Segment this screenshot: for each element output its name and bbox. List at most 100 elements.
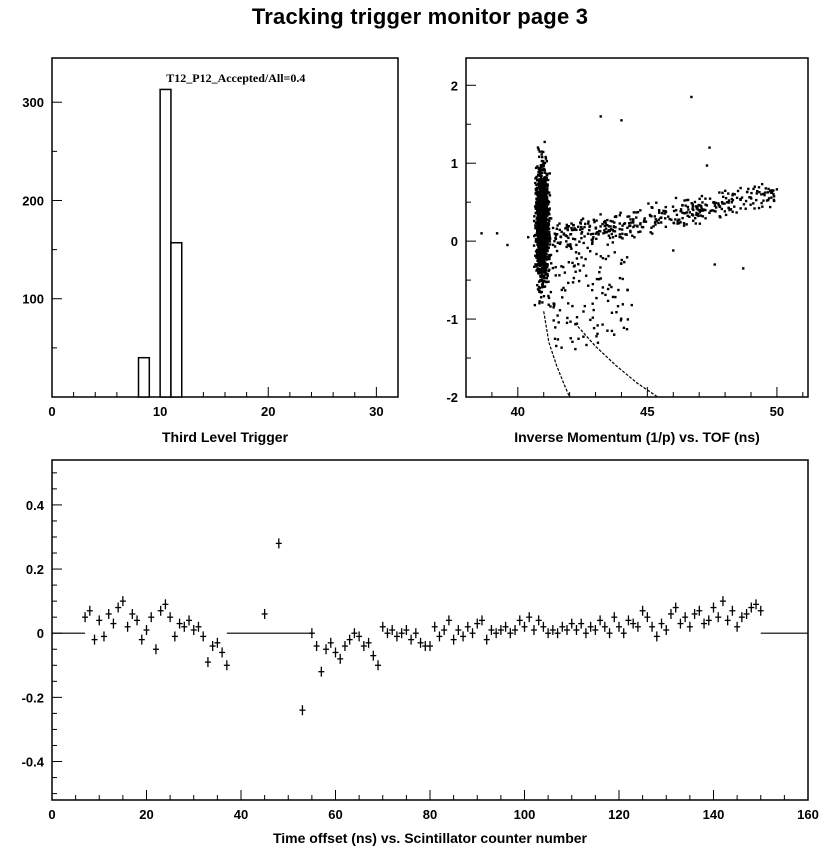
- scatter-point: [650, 206, 653, 209]
- scatter-point: [595, 335, 598, 338]
- scatter-point: [539, 296, 543, 299]
- scatter-point: [538, 150, 541, 153]
- scatter-point: [562, 286, 565, 290]
- x-tick-label: 120: [608, 807, 630, 822]
- scatter-point: [589, 250, 592, 253]
- scatter-point: [578, 240, 581, 243]
- scatter-point: [625, 256, 629, 259]
- scatter-point: [572, 265, 576, 268]
- scatter-point: [573, 238, 577, 241]
- scatter-point: [538, 302, 541, 305]
- scatter-point: [599, 255, 602, 258]
- page-title: Tracking trigger monitor page 3: [251, 4, 589, 29]
- scatter-point: [548, 253, 551, 257]
- scatter-point: [542, 285, 546, 289]
- scatter-point: [571, 281, 575, 284]
- scatter-point: [688, 211, 691, 214]
- scatter-point: [717, 202, 720, 205]
- data-point: [535, 615, 542, 626]
- scatter-point: [570, 228, 574, 232]
- scatter-point: [589, 233, 593, 236]
- scatter-point: [739, 186, 742, 190]
- scatter-point: [544, 155, 547, 159]
- scatter-point: [699, 214, 703, 217]
- scatter-point: [724, 196, 728, 200]
- data-point: [408, 634, 415, 645]
- scatter-point: [565, 226, 568, 229]
- scatter-point: [546, 224, 549, 228]
- scatter-point: [545, 252, 548, 256]
- scatter-point: [625, 328, 629, 331]
- scatter-point: [544, 269, 547, 272]
- scatter-point: [699, 204, 703, 208]
- scatter-point: [691, 205, 695, 208]
- scatter-point: [596, 341, 600, 344]
- scatter-point: [601, 291, 604, 295]
- scatter-point: [588, 224, 592, 228]
- scatter-point: [566, 243, 570, 246]
- scatter-point: [696, 208, 700, 211]
- data-point: [436, 631, 443, 642]
- scatter-point: [719, 216, 722, 219]
- scatter-point: [756, 189, 759, 193]
- scatter-point: [536, 283, 539, 287]
- scatter-point: [613, 230, 617, 233]
- scatter-point: [639, 223, 642, 226]
- scatter-point: [601, 222, 604, 226]
- scatter-point: [583, 304, 587, 308]
- scatter-point: [567, 225, 571, 228]
- scatter-point: [705, 204, 709, 207]
- scatter-point: [594, 226, 597, 229]
- data-point: [705, 615, 712, 626]
- scatter-point: [540, 254, 544, 257]
- scatter-point: [536, 267, 539, 270]
- scatter-point: [695, 211, 698, 215]
- scatter-point: [589, 318, 592, 322]
- scatter-point: [609, 228, 613, 231]
- data-point: [143, 625, 150, 635]
- scatter-point: [698, 222, 702, 225]
- scatter-point: [538, 208, 541, 212]
- scatter-point: [765, 199, 769, 202]
- scatter-point: [540, 273, 544, 276]
- scatter-point: [541, 263, 544, 266]
- scatter-point: [681, 211, 684, 214]
- scatter-point: [619, 236, 623, 239]
- scatter-point: [547, 191, 551, 194]
- scatter-point: [735, 211, 738, 214]
- scatter-point: [649, 214, 652, 217]
- scatter-point: [569, 320, 572, 323]
- scatter-point: [755, 198, 758, 202]
- scatter-point: [720, 207, 724, 211]
- scatter-point: [546, 203, 550, 206]
- scatter-point: [752, 202, 755, 205]
- scatter-point: [540, 182, 544, 185]
- scatter-point: [637, 230, 640, 234]
- scatter-point: [709, 209, 712, 213]
- scatter-point: [541, 248, 544, 252]
- scatter-point: [577, 252, 581, 255]
- data-point: [649, 621, 656, 632]
- scatter-point: [539, 248, 543, 251]
- scatter-point: [649, 231, 652, 234]
- scatter-point: [674, 218, 677, 221]
- scatter-point: [541, 209, 544, 212]
- scatter-point: [682, 221, 686, 225]
- data-point: [219, 647, 226, 658]
- scatter-point: [686, 214, 689, 218]
- scatter-point: [540, 245, 544, 248]
- scatter-point: [541, 238, 545, 241]
- scatter-point: [760, 193, 763, 196]
- scatter-point: [556, 224, 559, 227]
- scatter-point: [545, 247, 549, 250]
- scatter-point: [725, 201, 729, 204]
- scatter-point: [548, 268, 551, 272]
- scatter-point: [534, 224, 537, 227]
- scatter-point: [643, 219, 646, 222]
- data-point: [488, 625, 495, 635]
- data-point: [587, 621, 594, 632]
- data-point: [417, 637, 424, 648]
- histogram-bar: [170, 241, 183, 398]
- data-point: [606, 628, 613, 639]
- scatter-point: [704, 197, 707, 200]
